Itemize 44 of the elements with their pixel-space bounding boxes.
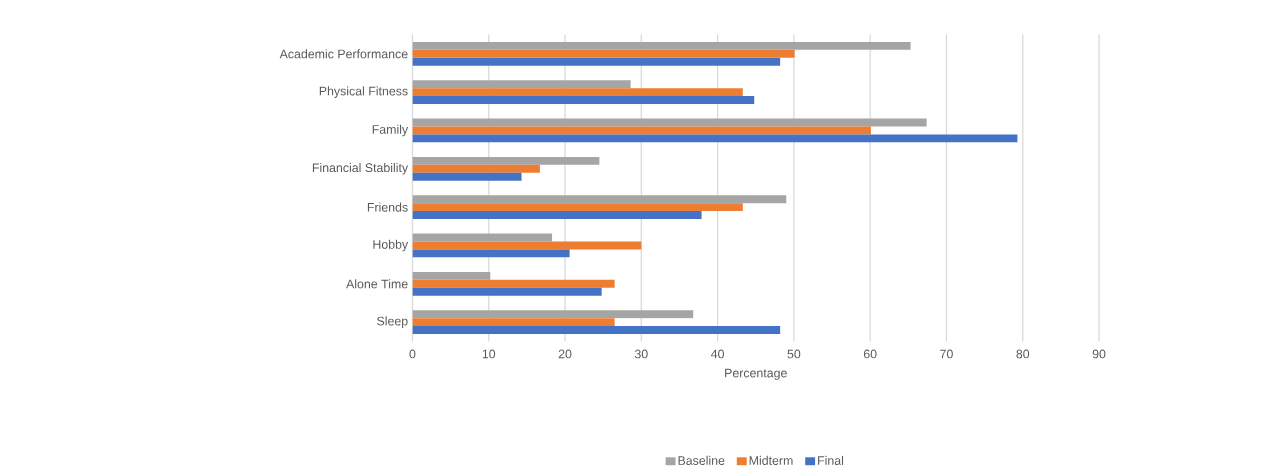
x-tick-label: 20: [558, 349, 572, 359]
bar: [412, 287, 602, 296]
y-tick-label: Sleep: [377, 316, 408, 328]
bar: [412, 271, 491, 280]
y-tick-label: Alone Time: [346, 279, 408, 289]
bar: [412, 233, 553, 242]
x-tick-label: 0: [409, 349, 416, 359]
bar: [412, 211, 702, 220]
x-tick-label: 30: [634, 349, 648, 359]
bar: [412, 49, 795, 58]
bar: [412, 57, 781, 66]
legend-label: Baseline: [678, 455, 725, 465]
bar: [412, 326, 781, 335]
y-tick-label: Physical Fitness: [319, 86, 408, 98]
bar: [412, 96, 755, 105]
bar: [412, 80, 631, 89]
bar: [412, 164, 540, 173]
bar: [412, 41, 911, 50]
bar: [412, 203, 743, 212]
y-tick-label: Family: [372, 124, 409, 137]
x-tick-label: 60: [863, 349, 877, 359]
x-tick-label: 70: [940, 349, 953, 359]
x-tick-label: 50: [787, 349, 801, 359]
x-tick-label: 80: [1016, 349, 1030, 359]
bar: [412, 118, 927, 127]
y-tick-label: Academic Performance: [279, 49, 408, 59]
bar: [412, 134, 1018, 143]
y-tick-label: Hobby: [373, 239, 409, 252]
y-tick-label: Financial Stability: [312, 163, 409, 175]
x-tick-label: 10: [482, 349, 496, 359]
bar: [412, 88, 743, 97]
bar: [412, 249, 570, 258]
legend-label: Final: [818, 455, 844, 465]
x-tick-label: 40: [711, 349, 724, 359]
bar: [412, 156, 600, 165]
bar: [412, 310, 694, 319]
bar: [412, 172, 522, 181]
bar: [412, 195, 787, 204]
bar: [412, 279, 615, 288]
legend-label: Midterm: [749, 455, 793, 465]
bar: [412, 318, 615, 327]
x-axis-title: Percentage: [725, 368, 787, 380]
y-tick-label: Friends: [367, 202, 408, 212]
x-tick-label: 90: [1092, 349, 1106, 359]
